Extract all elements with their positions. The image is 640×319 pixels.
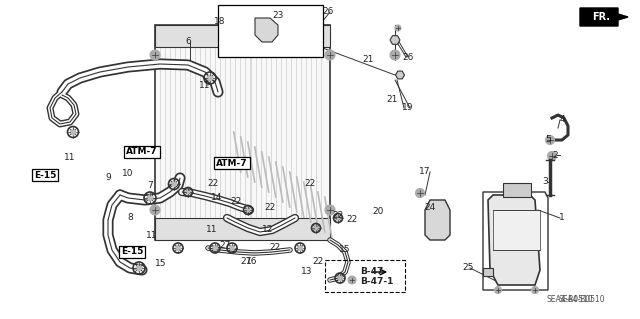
Polygon shape: [425, 200, 450, 240]
Polygon shape: [390, 36, 400, 44]
Text: 11: 11: [199, 80, 211, 90]
Circle shape: [150, 205, 160, 215]
Text: 24: 24: [424, 203, 436, 211]
Text: 21: 21: [362, 56, 374, 64]
Text: FR.: FR.: [592, 12, 610, 22]
Circle shape: [229, 245, 235, 251]
Text: 22: 22: [346, 216, 358, 225]
Circle shape: [175, 245, 180, 251]
Circle shape: [390, 50, 400, 60]
Circle shape: [314, 226, 319, 230]
Text: 11: 11: [147, 231, 157, 240]
Text: 22: 22: [207, 179, 219, 188]
Bar: [155, 25, 330, 47]
Text: SEA4-B0510: SEA4-B0510: [559, 295, 605, 305]
Text: 3: 3: [542, 177, 548, 187]
Text: 22: 22: [332, 211, 344, 219]
Circle shape: [547, 152, 557, 160]
Bar: [503, 183, 531, 197]
Polygon shape: [396, 71, 404, 79]
Text: 11: 11: [64, 152, 76, 161]
Circle shape: [545, 136, 554, 145]
Circle shape: [335, 216, 340, 220]
Circle shape: [325, 50, 335, 60]
Bar: [483, 268, 493, 276]
Circle shape: [150, 50, 160, 60]
Text: 2: 2: [552, 151, 558, 160]
Text: 15: 15: [156, 258, 167, 268]
Text: 13: 13: [301, 268, 313, 277]
Text: 5: 5: [545, 136, 551, 145]
Text: 1: 1: [559, 213, 565, 222]
Circle shape: [246, 208, 250, 212]
Circle shape: [297, 245, 303, 251]
Text: 16: 16: [246, 257, 258, 266]
Text: 14: 14: [211, 192, 223, 202]
Text: 27: 27: [240, 257, 252, 266]
Circle shape: [495, 286, 502, 293]
Text: 26: 26: [403, 53, 413, 62]
Text: 26: 26: [323, 8, 333, 17]
Text: 25: 25: [462, 263, 474, 272]
Text: 22: 22: [264, 204, 276, 212]
Polygon shape: [580, 8, 628, 26]
Text: 21: 21: [387, 95, 397, 105]
Circle shape: [136, 265, 142, 271]
Text: 15: 15: [339, 246, 351, 255]
Circle shape: [147, 195, 154, 201]
Text: E-15: E-15: [121, 248, 143, 256]
Text: 20: 20: [372, 207, 384, 217]
Circle shape: [232, 14, 239, 21]
Circle shape: [266, 41, 273, 48]
Text: 11: 11: [206, 226, 218, 234]
Circle shape: [305, 17, 311, 23]
Text: B-47: B-47: [360, 268, 383, 277]
Circle shape: [348, 276, 356, 284]
Text: 22: 22: [269, 243, 280, 253]
Bar: [493, 210, 540, 250]
Circle shape: [186, 189, 191, 195]
Polygon shape: [488, 195, 540, 285]
Bar: [155, 218, 330, 240]
Text: 7: 7: [147, 182, 153, 190]
Text: ATM-7: ATM-7: [126, 147, 158, 157]
Circle shape: [171, 181, 177, 187]
Text: 22: 22: [312, 257, 324, 266]
Circle shape: [531, 286, 538, 293]
Text: 18: 18: [214, 18, 226, 26]
Text: 17: 17: [419, 167, 431, 176]
Circle shape: [286, 26, 294, 34]
Polygon shape: [255, 18, 278, 42]
Text: 19: 19: [403, 103, 413, 113]
Text: 22: 22: [230, 197, 242, 205]
Text: 6: 6: [185, 38, 191, 47]
Circle shape: [70, 129, 76, 135]
Circle shape: [337, 275, 343, 281]
Bar: [218, 5, 323, 57]
Text: 8: 8: [127, 213, 133, 222]
Text: 10: 10: [122, 168, 134, 177]
Text: 23: 23: [272, 11, 284, 20]
Bar: [325, 260, 405, 292]
Bar: [155, 25, 330, 240]
Text: E-15: E-15: [34, 170, 56, 180]
Text: B-47-1: B-47-1: [360, 278, 394, 286]
Text: ATM-7: ATM-7: [216, 159, 248, 167]
Text: 27: 27: [220, 241, 230, 249]
Circle shape: [212, 245, 218, 251]
Text: 9: 9: [105, 174, 111, 182]
Text: SEA4-B0510: SEA4-B0510: [547, 295, 593, 305]
Circle shape: [415, 189, 424, 197]
Circle shape: [395, 25, 401, 31]
Circle shape: [207, 75, 213, 81]
Circle shape: [325, 205, 335, 215]
Circle shape: [248, 32, 255, 39]
Text: 22: 22: [305, 179, 316, 188]
Text: 4: 4: [559, 115, 565, 124]
Text: 12: 12: [262, 226, 274, 234]
